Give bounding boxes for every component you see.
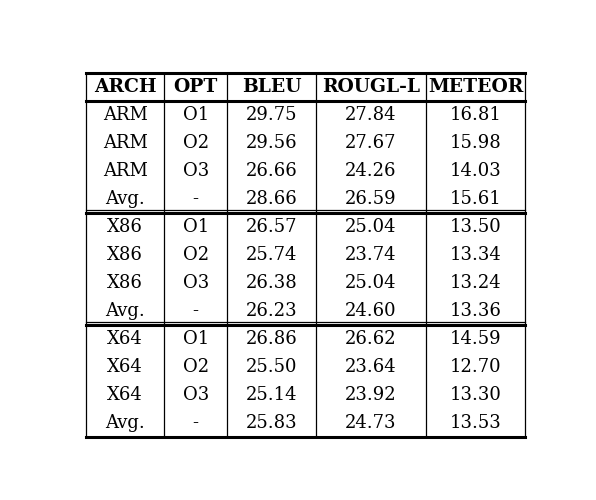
Text: -: - [193,190,198,208]
Text: O3: O3 [182,162,209,180]
Text: 24.73: 24.73 [345,414,397,432]
Text: O3: O3 [182,386,209,404]
Text: 15.61: 15.61 [450,190,502,208]
Text: METEOR: METEOR [428,78,523,96]
Text: Avg.: Avg. [105,302,145,320]
Text: 15.98: 15.98 [450,134,502,152]
Text: X86: X86 [107,274,143,292]
Text: 24.26: 24.26 [345,162,397,180]
Text: 23.64: 23.64 [345,358,397,376]
Text: ARM: ARM [103,134,148,152]
Text: ARM: ARM [103,162,148,180]
Text: 27.67: 27.67 [345,134,397,152]
Text: 13.24: 13.24 [450,274,501,292]
Text: 14.59: 14.59 [450,330,501,348]
Text: O2: O2 [183,358,209,376]
Text: X64: X64 [107,386,143,404]
Text: 26.23: 26.23 [246,302,297,320]
Text: 25.83: 25.83 [246,414,297,432]
Text: 23.74: 23.74 [345,246,397,264]
Text: O1: O1 [182,218,209,236]
Text: 14.03: 14.03 [450,162,502,180]
Text: 16.81: 16.81 [450,106,502,124]
Text: ROUGL-L: ROUGL-L [322,78,420,96]
Text: 29.75: 29.75 [246,106,297,124]
Text: X86: X86 [107,246,143,264]
Text: 27.84: 27.84 [345,106,397,124]
Text: -: - [193,302,198,320]
Text: O2: O2 [183,246,209,264]
Text: O2: O2 [183,134,209,152]
Text: 12.70: 12.70 [450,358,501,376]
Text: 25.14: 25.14 [246,386,297,404]
Text: O1: O1 [182,106,209,124]
Text: 13.30: 13.30 [450,386,502,404]
Text: 28.66: 28.66 [246,190,297,208]
Text: -: - [193,414,198,432]
Text: 26.62: 26.62 [345,330,397,348]
Text: 13.50: 13.50 [450,218,502,236]
Text: 26.66: 26.66 [246,162,297,180]
Text: 26.59: 26.59 [345,190,397,208]
Text: 23.92: 23.92 [345,386,397,404]
Text: 25.50: 25.50 [246,358,297,376]
Text: X86: X86 [107,218,143,236]
Text: OPT: OPT [173,78,218,96]
Text: O1: O1 [182,330,209,348]
Text: ARM: ARM [103,106,148,124]
Text: 13.53: 13.53 [450,414,502,432]
Text: 25.04: 25.04 [345,274,397,292]
Text: 24.60: 24.60 [345,302,397,320]
Text: ARCH: ARCH [94,78,156,96]
Text: 26.86: 26.86 [246,330,297,348]
Text: 29.56: 29.56 [246,134,297,152]
Text: 13.36: 13.36 [450,302,502,320]
Text: Avg.: Avg. [105,414,145,432]
Text: 26.38: 26.38 [246,274,297,292]
Text: X64: X64 [107,358,143,376]
Text: 13.34: 13.34 [450,246,502,264]
Text: 26.57: 26.57 [246,218,297,236]
Text: O3: O3 [182,274,209,292]
Text: 25.04: 25.04 [345,218,397,236]
Text: Avg.: Avg. [105,190,145,208]
Text: X64: X64 [107,330,143,348]
Text: BLEU: BLEU [241,78,301,96]
Text: 25.74: 25.74 [246,246,297,264]
